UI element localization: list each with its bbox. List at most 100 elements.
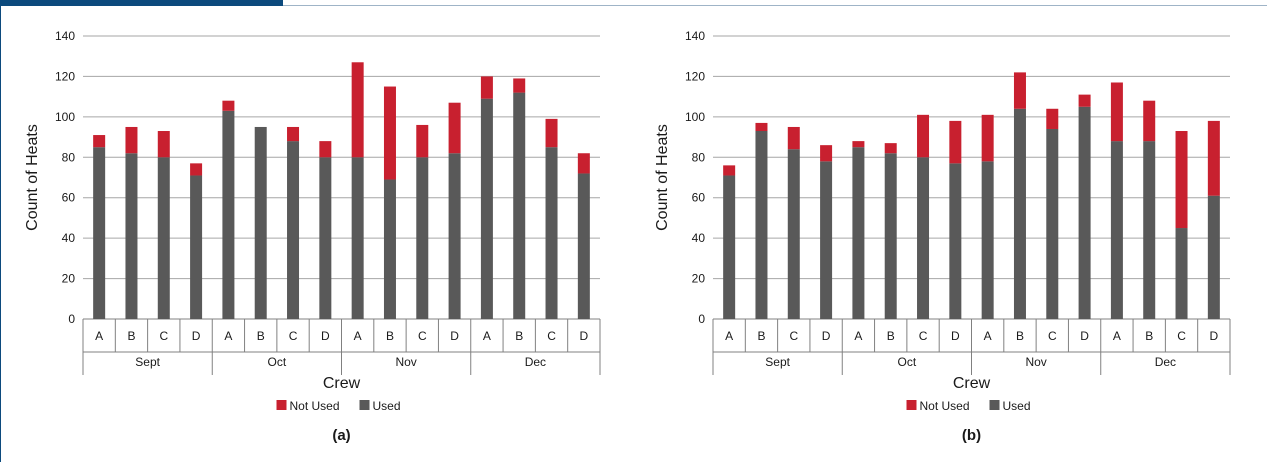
- bar-used: [917, 157, 930, 319]
- y-tick-label: 0: [68, 312, 75, 326]
- bar-used: [222, 110, 235, 320]
- legend-swatch-used: [989, 400, 1000, 410]
- x-tick-label: C: [159, 329, 168, 343]
- bar-used: [125, 153, 138, 319]
- bar-not-used: [545, 118, 558, 148]
- bar-used: [383, 179, 396, 319]
- bar-not-used: [755, 122, 768, 132]
- bar-used: [513, 92, 526, 319]
- bar-not-used: [513, 78, 526, 93]
- x-tick-label: D: [580, 329, 589, 343]
- bar-used: [1046, 128, 1059, 319]
- bar-used: [287, 141, 300, 319]
- y-axis-label: Count of Heats: [654, 124, 671, 231]
- x-tick-label: B: [887, 329, 895, 343]
- group-label: Sept: [135, 355, 160, 369]
- x-axis-label: Crew: [323, 375, 361, 392]
- chart-a: 0 20 40 60 80 100 120 140 Count of Heats A B C D Sept…: [24, 29, 601, 444]
- group-label: Dec: [1155, 355, 1176, 369]
- bar-used: [852, 147, 865, 319]
- y-tick-label: 120: [685, 69, 705, 83]
- x-tick-label: D: [321, 329, 330, 343]
- bar-not-used: [949, 120, 962, 164]
- bar-not-used: [1046, 108, 1059, 129]
- bar-used: [190, 175, 203, 319]
- x-tick-label: D: [192, 329, 201, 343]
- y-tick-label: 140: [685, 29, 705, 43]
- x-tick-label: B: [1016, 329, 1024, 343]
- bar-used: [93, 147, 106, 319]
- x-tick-label: D: [1210, 329, 1219, 343]
- bar-used: [1207, 195, 1220, 319]
- chart-b: 0 20 40 60 80 100 120 140 Count of Heats A B C D Sept…: [654, 29, 1231, 444]
- legend: Not Used Used: [906, 399, 1031, 413]
- bar-not-used: [723, 165, 736, 176]
- x-tick-label: B: [1145, 329, 1153, 343]
- group-label: Nov: [395, 355, 416, 369]
- bar-used: [884, 153, 897, 319]
- legend: Not Used Used: [276, 399, 401, 413]
- bar-not-used: [319, 141, 332, 158]
- bar-not-used: [917, 114, 930, 158]
- bar-used: [157, 157, 170, 319]
- group-label: Oct: [898, 355, 917, 369]
- x-tick-label: A: [354, 329, 362, 343]
- bar-used: [448, 153, 461, 319]
- x-tick-label: C: [1177, 329, 1186, 343]
- x-tick-label: B: [127, 329, 135, 343]
- x-axis-label: Crew: [953, 375, 991, 392]
- bar-used: [787, 149, 800, 319]
- x-tick-label: C: [547, 329, 556, 343]
- bar-not-used: [190, 163, 203, 176]
- y-tick-label: 60: [692, 191, 706, 205]
- x-tick-label: A: [984, 329, 992, 343]
- legend-swatch-not-used: [276, 400, 287, 410]
- bar-not-used: [1175, 131, 1188, 229]
- bar-not-used: [383, 86, 396, 180]
- y-tick-label: 60: [62, 191, 76, 205]
- bar-used: [1175, 228, 1188, 319]
- x-tick-label: A: [1113, 329, 1121, 343]
- bar-not-used: [981, 114, 994, 162]
- frame-accent-bar: [0, 0, 283, 6]
- x-tick-label: B: [757, 329, 765, 343]
- bar-not-used: [1013, 72, 1026, 109]
- y-tick-label: 40: [692, 231, 706, 245]
- bar-not-used: [157, 131, 170, 158]
- x-tick-label: B: [515, 329, 523, 343]
- y-tick-label: 20: [692, 272, 706, 286]
- bar-not-used: [1143, 100, 1156, 142]
- x-tick-label: D: [450, 329, 459, 343]
- group-label: Sept: [765, 355, 790, 369]
- y-tick-label: 80: [692, 150, 706, 164]
- x-tick-label: D: [1080, 329, 1089, 343]
- group-label: Dec: [525, 355, 546, 369]
- chart-caption: (b): [962, 427, 981, 444]
- bar-used: [545, 147, 558, 319]
- bar-not-used: [416, 124, 429, 158]
- bar-not-used: [1110, 82, 1123, 142]
- x-tick-label: C: [1048, 329, 1057, 343]
- x-tick-label: C: [289, 329, 298, 343]
- y-tick-label: 0: [698, 312, 705, 326]
- chart-caption: (a): [332, 427, 350, 444]
- bar-used: [319, 157, 332, 319]
- bar-used: [723, 175, 736, 319]
- bar-not-used: [448, 102, 461, 154]
- legend-label-used: Used: [373, 399, 401, 413]
- group-label: Nov: [1025, 355, 1046, 369]
- bar-used: [755, 131, 768, 319]
- x-tick-label: C: [789, 329, 798, 343]
- bar-not-used: [787, 126, 800, 150]
- bar-not-used: [222, 100, 235, 111]
- legend-label-not-used: Not Used: [920, 399, 970, 413]
- y-tick-label: 100: [685, 110, 705, 124]
- x-tick-label: A: [725, 329, 733, 343]
- bar-not-used: [125, 126, 138, 154]
- x-tick-label: A: [854, 329, 862, 343]
- bar-not-used: [480, 76, 493, 99]
- group-label: Oct: [268, 355, 287, 369]
- bar-not-used: [287, 126, 300, 142]
- bar-used: [577, 173, 590, 319]
